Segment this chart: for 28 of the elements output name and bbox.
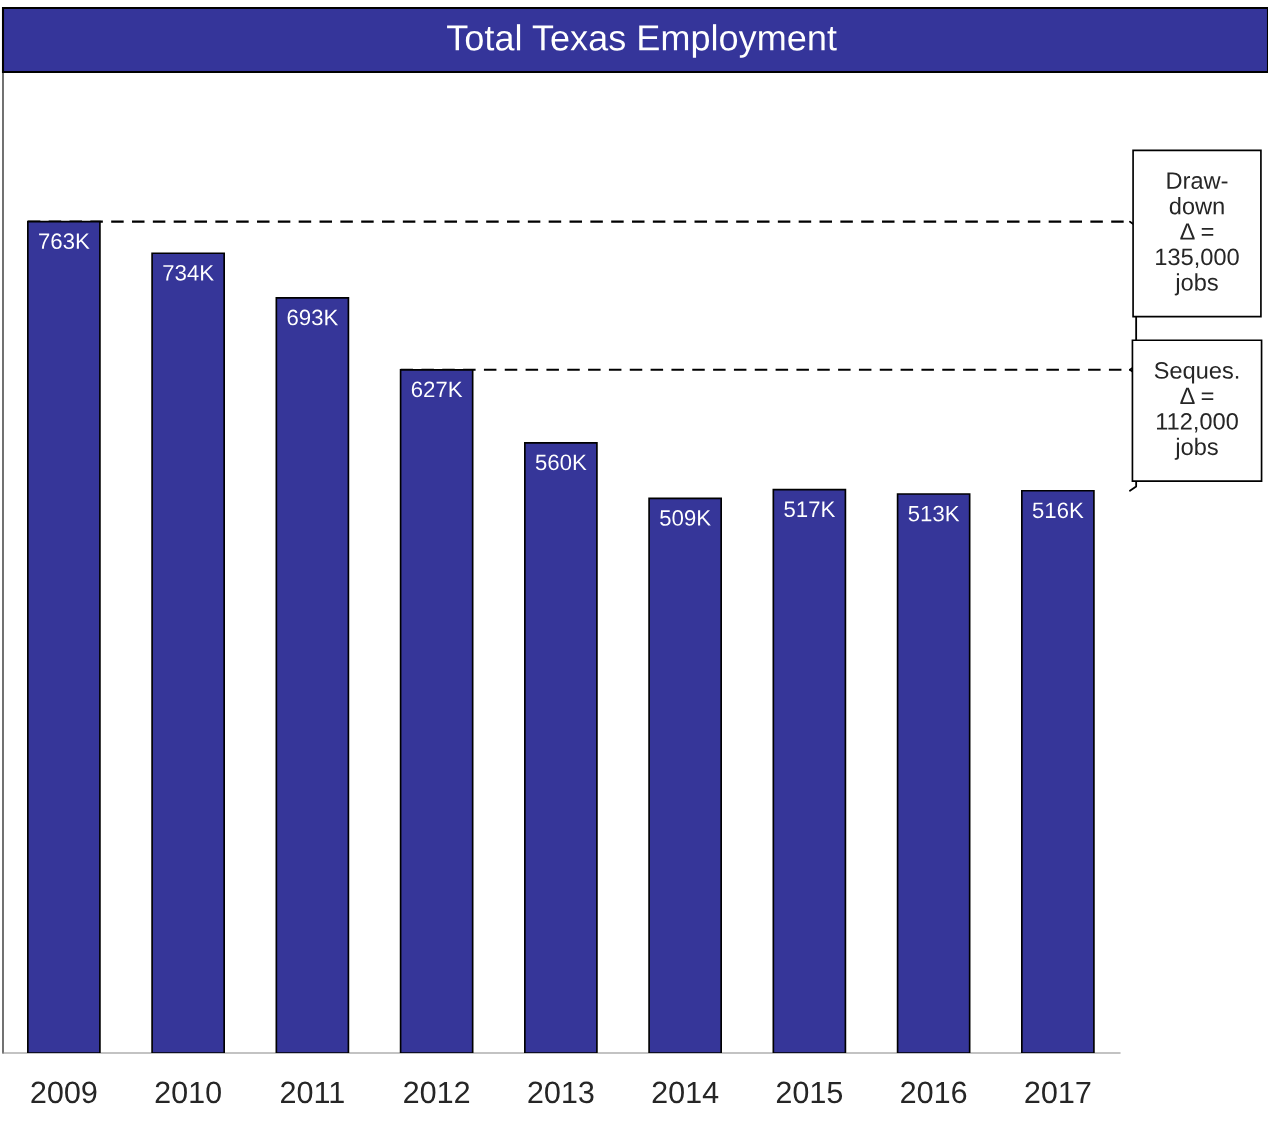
- bar: [1021, 489, 1095, 1053]
- data-label: 516K: [1032, 502, 1084, 519]
- data-label: 734K: [163, 264, 214, 281]
- bar: [151, 252, 225, 1053]
- text: Seques. Δ = 112,000 jobs: [1154, 362, 1239, 460]
- data-label: 693K: [287, 309, 339, 326]
- bar: [275, 297, 350, 1053]
- data-label: 513K: [908, 505, 960, 522]
- bar: [772, 488, 847, 1053]
- data-label: 509K: [660, 510, 711, 526]
- data-label: 763K: [39, 233, 90, 250]
- bar: [896, 493, 971, 1053]
- data-label: 560K: [535, 454, 587, 471]
- x-tick-label: 2015: [776, 1081, 843, 1104]
- x-tick-label: 2010: [155, 1081, 221, 1104]
- x-tick-label: 2012: [404, 1081, 470, 1104]
- x-tick-label: 2009: [31, 1081, 97, 1104]
- x-tick-label: 2011: [281, 1081, 344, 1104]
- x-tick-label: 2013: [528, 1081, 594, 1104]
- x-tick-label: 2017: [1025, 1081, 1091, 1104]
- bar: [648, 497, 722, 1053]
- data-label: 627K: [411, 381, 463, 398]
- x-tick-label: 2014: [652, 1081, 719, 1104]
- text: Draw- down Δ = 135,000 jobs: [1156, 172, 1239, 296]
- x-tick-label: 2016: [901, 1081, 967, 1104]
- bar: [524, 441, 598, 1053]
- data-label: 517K: [784, 501, 836, 518]
- chart-title: Total Texas Employment: [447, 24, 837, 58]
